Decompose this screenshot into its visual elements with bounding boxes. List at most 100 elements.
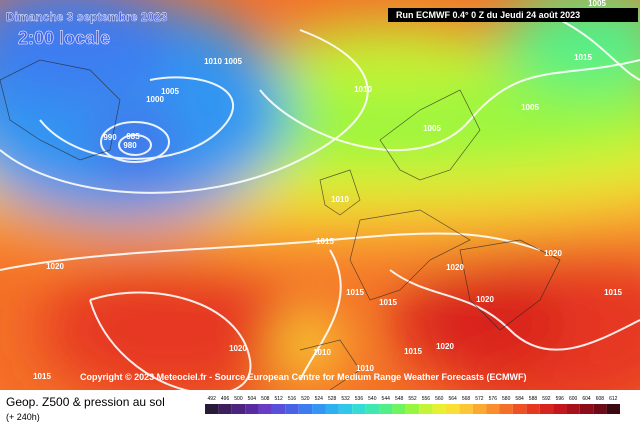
colorbar-swatch <box>352 404 366 414</box>
isobar-label: 1005 <box>423 124 441 133</box>
colorbar-swatch <box>392 404 406 414</box>
colorbar-swatch <box>298 404 313 414</box>
colorbar-label: 572 <box>475 396 484 402</box>
isobar-label: 1020 <box>229 344 247 353</box>
isobar-label: 1020 <box>446 263 464 272</box>
colorbar-swatch <box>486 404 500 414</box>
colorbar-swatch <box>245 404 259 414</box>
isobar-label: 985 <box>126 132 140 141</box>
isobar-label: 1010 <box>354 85 372 94</box>
colorbar-label: 492 <box>208 396 217 402</box>
colorbar-label: 600 <box>569 396 578 402</box>
colorbar-swatch <box>231 404 246 414</box>
colorbar-label: 588 <box>529 396 538 402</box>
map-field <box>0 0 640 420</box>
colorbar-swatch <box>459 404 473 414</box>
colorbar-swatch <box>553 404 567 414</box>
isobar-label: 1015 <box>604 288 622 297</box>
colorbar-swatch <box>325 404 339 414</box>
isobar-label: 1015 <box>346 288 364 297</box>
colorbar-label: 568 <box>462 396 471 402</box>
colorbar-swatch <box>365 404 380 414</box>
footer-subtitle: (+ 240h) <box>6 412 40 422</box>
colorbar-label: 540 <box>368 396 377 402</box>
isobar-label: 1010 <box>356 364 374 373</box>
colorbar-label: 504 <box>248 396 257 402</box>
isobar-label: 1010 <box>331 195 349 204</box>
colorbar-swatch <box>285 404 299 414</box>
colorbar-label: 596 <box>556 396 565 402</box>
colorbar-swatch <box>432 404 446 414</box>
colorbar-label: 532 <box>341 396 350 402</box>
colorbar-swatch <box>606 404 620 414</box>
colorbar-label: 584 <box>515 396 524 402</box>
isobar-label: 1015 <box>379 298 397 307</box>
colorbar-label: 604 <box>582 396 591 402</box>
colorbar-swatch <box>338 404 353 414</box>
colorbar-swatch <box>445 404 460 414</box>
colorbar-swatch <box>593 404 607 414</box>
isobar-label: 1005 <box>521 103 539 112</box>
isobar-label: 1015 <box>404 347 422 356</box>
colorbar-label: 520 <box>301 396 310 402</box>
colorbar-swatch <box>218 404 232 414</box>
isobar-label: 980 <box>123 141 137 150</box>
colorbar-label: 512 <box>274 396 283 402</box>
colorbar-swatch <box>526 404 540 414</box>
isobar-label: 1005 <box>161 87 179 96</box>
isobar-label: 1020 <box>544 249 562 258</box>
colorbar-label: 552 <box>408 396 417 402</box>
colorbar-label: 544 <box>382 396 391 402</box>
colorbar-swatch <box>579 404 594 414</box>
colorbar-swatch <box>379 404 393 414</box>
colorbar-swatch <box>205 404 219 414</box>
colorbar-label: 500 <box>234 396 243 402</box>
colorbar-swatch <box>512 404 527 414</box>
colorbar-swatch <box>258 404 272 414</box>
colorbar-swatch <box>419 404 433 414</box>
forecast-date: Dimanche 3 septembre 2023 <box>6 10 168 24</box>
colorbar-label: 608 <box>596 396 605 402</box>
colorbar-swatch <box>271 404 286 414</box>
colorbar: 492 496 500 504 508 512 516 520 524 528 532 536 540 5… <box>205 396 620 414</box>
footer-title: Geop. Z500 & pression au sol <box>6 395 165 409</box>
copyright: Copyright © 2023 Meteociel.fr - Source E… <box>80 372 527 382</box>
colorbar-swatch <box>566 404 580 414</box>
isobar-label: 1020 <box>436 342 454 351</box>
colorbar-swatch <box>312 404 326 414</box>
colorbar-label: 560 <box>435 396 444 402</box>
isobar-label: 1010 <box>313 348 331 357</box>
colorbar-label: 556 <box>422 396 431 402</box>
colorbar-label: 516 <box>288 396 297 402</box>
colorbar-label: 580 <box>502 396 511 402</box>
forecast-time: 2:00 locale <box>18 28 110 48</box>
colorbar-label: 548 <box>395 396 404 402</box>
isobar-label: 1015 <box>574 53 592 62</box>
colorbar-label: 576 <box>489 396 498 402</box>
isobar-label: 1020 <box>476 295 494 304</box>
isobar-label: 990 <box>103 133 117 142</box>
colorbar-label: 496 <box>221 396 230 402</box>
isobar-label: 1015 <box>316 237 334 246</box>
isobar-label: 1015 <box>33 372 51 381</box>
colorbar-label: 564 <box>448 396 457 402</box>
colorbar-label: 524 <box>315 396 324 402</box>
run-banner <box>388 8 638 22</box>
colorbar-swatch <box>539 404 554 414</box>
colorbar-swatch <box>472 404 487 414</box>
colorbar-swatch <box>499 404 513 414</box>
colorbar-label: 592 <box>542 396 551 402</box>
isobar-label: 1000 <box>146 95 164 104</box>
colorbar-label: 612 <box>609 396 618 402</box>
colorbar-label: 508 <box>261 396 270 402</box>
colorbar-label: 528 <box>328 396 337 402</box>
run-info: Run ECMWF 0.4° 0 Z du Jeudi 24 août 2023 <box>396 10 580 20</box>
colorbar-swatch <box>405 404 420 414</box>
isobar-label: 1010 <box>204 57 222 66</box>
isobar-label: 1005 <box>224 57 242 66</box>
isobar-label: 1005 <box>588 0 606 8</box>
isobar-label: 1020 <box>46 262 64 271</box>
colorbar-label: 536 <box>355 396 364 402</box>
